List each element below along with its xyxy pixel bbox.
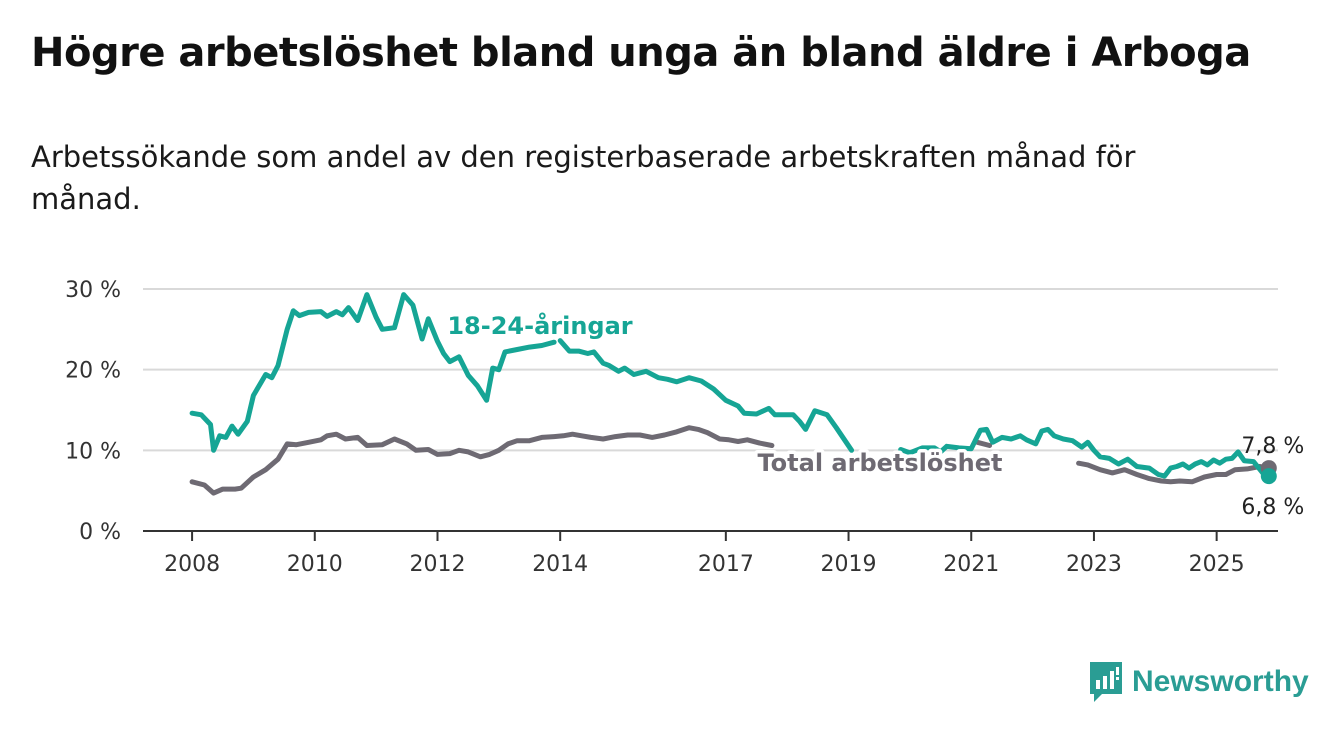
brand-name: Newsworthy: [1132, 665, 1309, 698]
gridlines: [143, 288, 1278, 452]
x-tick-label: 2017: [698, 552, 754, 577]
end-label-youth: 6,8 %: [1241, 495, 1304, 520]
chart-title: Högre arbetslöshet bland unga än bland ä…: [31, 30, 1251, 76]
series-label-total: Total arbetslöshet: [757, 449, 1002, 477]
series-lines: [189, 292, 1272, 496]
y-axis-ticks: 0 % 10 % 20 % 30 %: [65, 278, 121, 545]
x-tick-label: 2010: [287, 552, 343, 577]
x-tick-label: 2008: [164, 552, 220, 577]
chart-subtitle: Arbetssökande som andel av den registerb…: [31, 140, 1136, 216]
end-label-total: 7,8 %: [1241, 434, 1304, 459]
series-line-total: [974, 439, 993, 448]
series-line-youth: [557, 338, 855, 453]
end-marker-youth: [1260, 468, 1277, 485]
newsworthy-brand: Newsworthy: [1088, 660, 1309, 704]
series-line-youth: [898, 426, 1272, 479]
series-line-total: [1076, 460, 1272, 485]
line-chart: 0 % 10 % 20 % 30 % 2008 2010 2012 2014 2017 2019…: [65, 278, 1304, 577]
x-tick-label: 2025: [1189, 552, 1245, 577]
x-tick-label: 2023: [1066, 552, 1122, 577]
x-tick-label: 2021: [943, 552, 999, 577]
x-axis: 2008 2010 2012 2014 2017 2019 2021 2023 2025: [143, 530, 1278, 577]
series-labels: 7,8 % 6,8 % 18-24-åringar Total arbetslöshe…: [444, 308, 1304, 521]
x-tick-label: 2019: [821, 552, 877, 577]
series-line-total: [189, 425, 775, 496]
newsworthy-logo-icon: [1090, 662, 1122, 702]
y-tick-label: 10 %: [65, 439, 121, 464]
x-tick-label: 2012: [409, 552, 465, 577]
series-line-youth: [189, 292, 557, 453]
x-tick-label: 2014: [532, 552, 588, 577]
y-tick-label: 20 %: [65, 359, 121, 384]
y-tick-label: 0 %: [79, 520, 121, 545]
y-tick-label: 30 %: [65, 278, 121, 303]
series-label-youth: 18-24-åringar: [447, 311, 632, 340]
